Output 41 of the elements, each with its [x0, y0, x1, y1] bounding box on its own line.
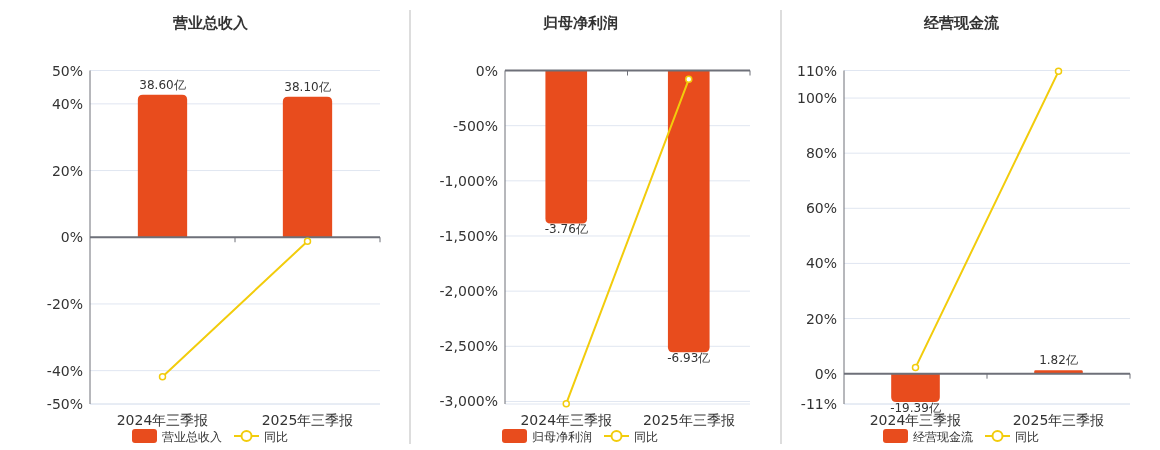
- legend-label: 同比: [634, 429, 658, 444]
- data-label: 38.10亿: [284, 79, 331, 94]
- y-tick-label: 50%: [51, 62, 83, 79]
- y-tick-label: -40%: [46, 362, 83, 379]
- y-tick-label: 60%: [805, 200, 837, 217]
- y-tick-label: 20%: [51, 162, 83, 179]
- x-tick-label: 2024年三季报: [520, 412, 613, 428]
- legend-label: 归母净利润: [532, 429, 592, 444]
- y-tick-label: -20%: [46, 295, 83, 312]
- y-tick-label: 0%: [475, 62, 498, 79]
- legend-label: 同比: [264, 429, 288, 444]
- legend-label: 同比: [1015, 429, 1039, 444]
- chart-title: 归母净利润: [541, 14, 618, 32]
- y-tick-label: -2,000%: [439, 283, 498, 300]
- y-tick-label: -3,000%: [439, 393, 498, 410]
- y-tick-label: -1,000%: [439, 172, 498, 189]
- y-tick-label: 110%: [796, 62, 837, 79]
- y-tick-label: 40%: [805, 255, 837, 272]
- y-tick-label: 0%: [814, 365, 837, 382]
- y-tick-label: 40%: [51, 95, 83, 112]
- x-tick-label: 2025年三季报: [261, 412, 354, 428]
- x-tick-label: 2025年三季报: [1012, 412, 1105, 428]
- y-tick-label: 20%: [805, 310, 837, 327]
- y-tick-label: -500%: [452, 117, 498, 134]
- data-label: -3.76亿: [544, 222, 588, 237]
- y-tick-label: 0%: [60, 229, 83, 246]
- legend-label: 经营现金流: [913, 429, 973, 444]
- legend-label: 营业总收入: [162, 429, 222, 444]
- data-label: -6.93亿: [667, 351, 711, 366]
- y-tick-label: -11%: [800, 396, 837, 412]
- y-tick-label: 80%: [805, 145, 837, 162]
- data-label: 38.60亿: [139, 77, 186, 92]
- y-tick-label: -2,500%: [439, 338, 498, 355]
- y-tick-label: -1,500%: [439, 227, 498, 244]
- x-tick-label: 2025年三季报: [642, 412, 735, 428]
- data-label: 1.82亿: [1039, 353, 1078, 368]
- chart-title: 营业总收入: [171, 14, 249, 32]
- y-tick-label: -50%: [46, 396, 83, 412]
- chart-title: 经营现金流: [922, 14, 1000, 32]
- y-tick-label: 100%: [796, 90, 837, 107]
- x-tick-label: 2024年三季报: [116, 412, 209, 428]
